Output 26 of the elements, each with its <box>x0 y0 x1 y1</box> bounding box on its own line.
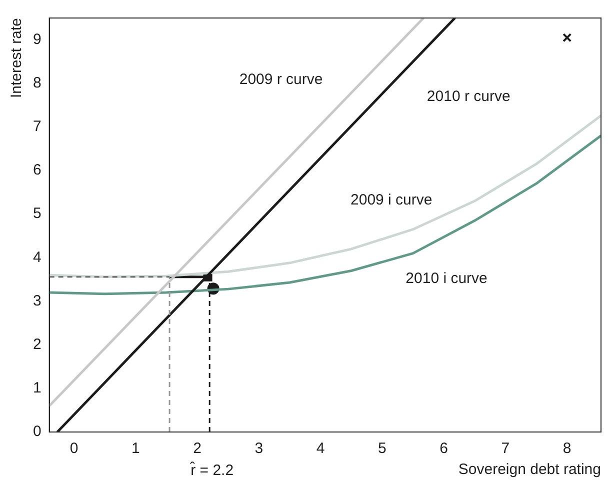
x-tick-label: 1 <box>131 440 140 458</box>
series-label: 2010 i curve <box>406 270 488 287</box>
series-label: 2009 r curve <box>239 71 323 88</box>
y-tick-label: 2 <box>33 336 42 353</box>
y-tick-label: 0 <box>33 423 42 440</box>
x-tick-label: 2 <box>193 440 202 458</box>
x-axis-title: Sovereign debt rating <box>458 461 601 478</box>
y-tick-label: 9 <box>33 30 42 48</box>
x-tick-label: 0 <box>70 440 78 458</box>
y-tick-label: 7 <box>33 118 42 136</box>
y-tick-label: 4 <box>33 248 42 266</box>
x-tick-label: 7 <box>501 440 510 458</box>
y-tick-label: 6 <box>33 162 42 179</box>
x-tick-label: 3 <box>254 440 264 458</box>
y-tick-label: 5 <box>33 205 42 222</box>
x-tick-label: 8 <box>562 440 572 458</box>
x-tick-label: 6 <box>440 440 448 458</box>
x-tick-label: 5 <box>378 440 386 458</box>
y-tick-label: 1 <box>33 380 42 397</box>
series-label: 2009 i curve <box>350 191 432 208</box>
text: r̂ = 2.2 <box>189 461 234 480</box>
series-label: 2010 r curve <box>426 88 510 105</box>
x-tick-label: 4 <box>316 440 325 458</box>
y-axis-title: Interest rate <box>8 18 26 98</box>
y-tick-label: 3 <box>33 292 42 310</box>
y-tick-label: 8 <box>33 74 42 92</box>
